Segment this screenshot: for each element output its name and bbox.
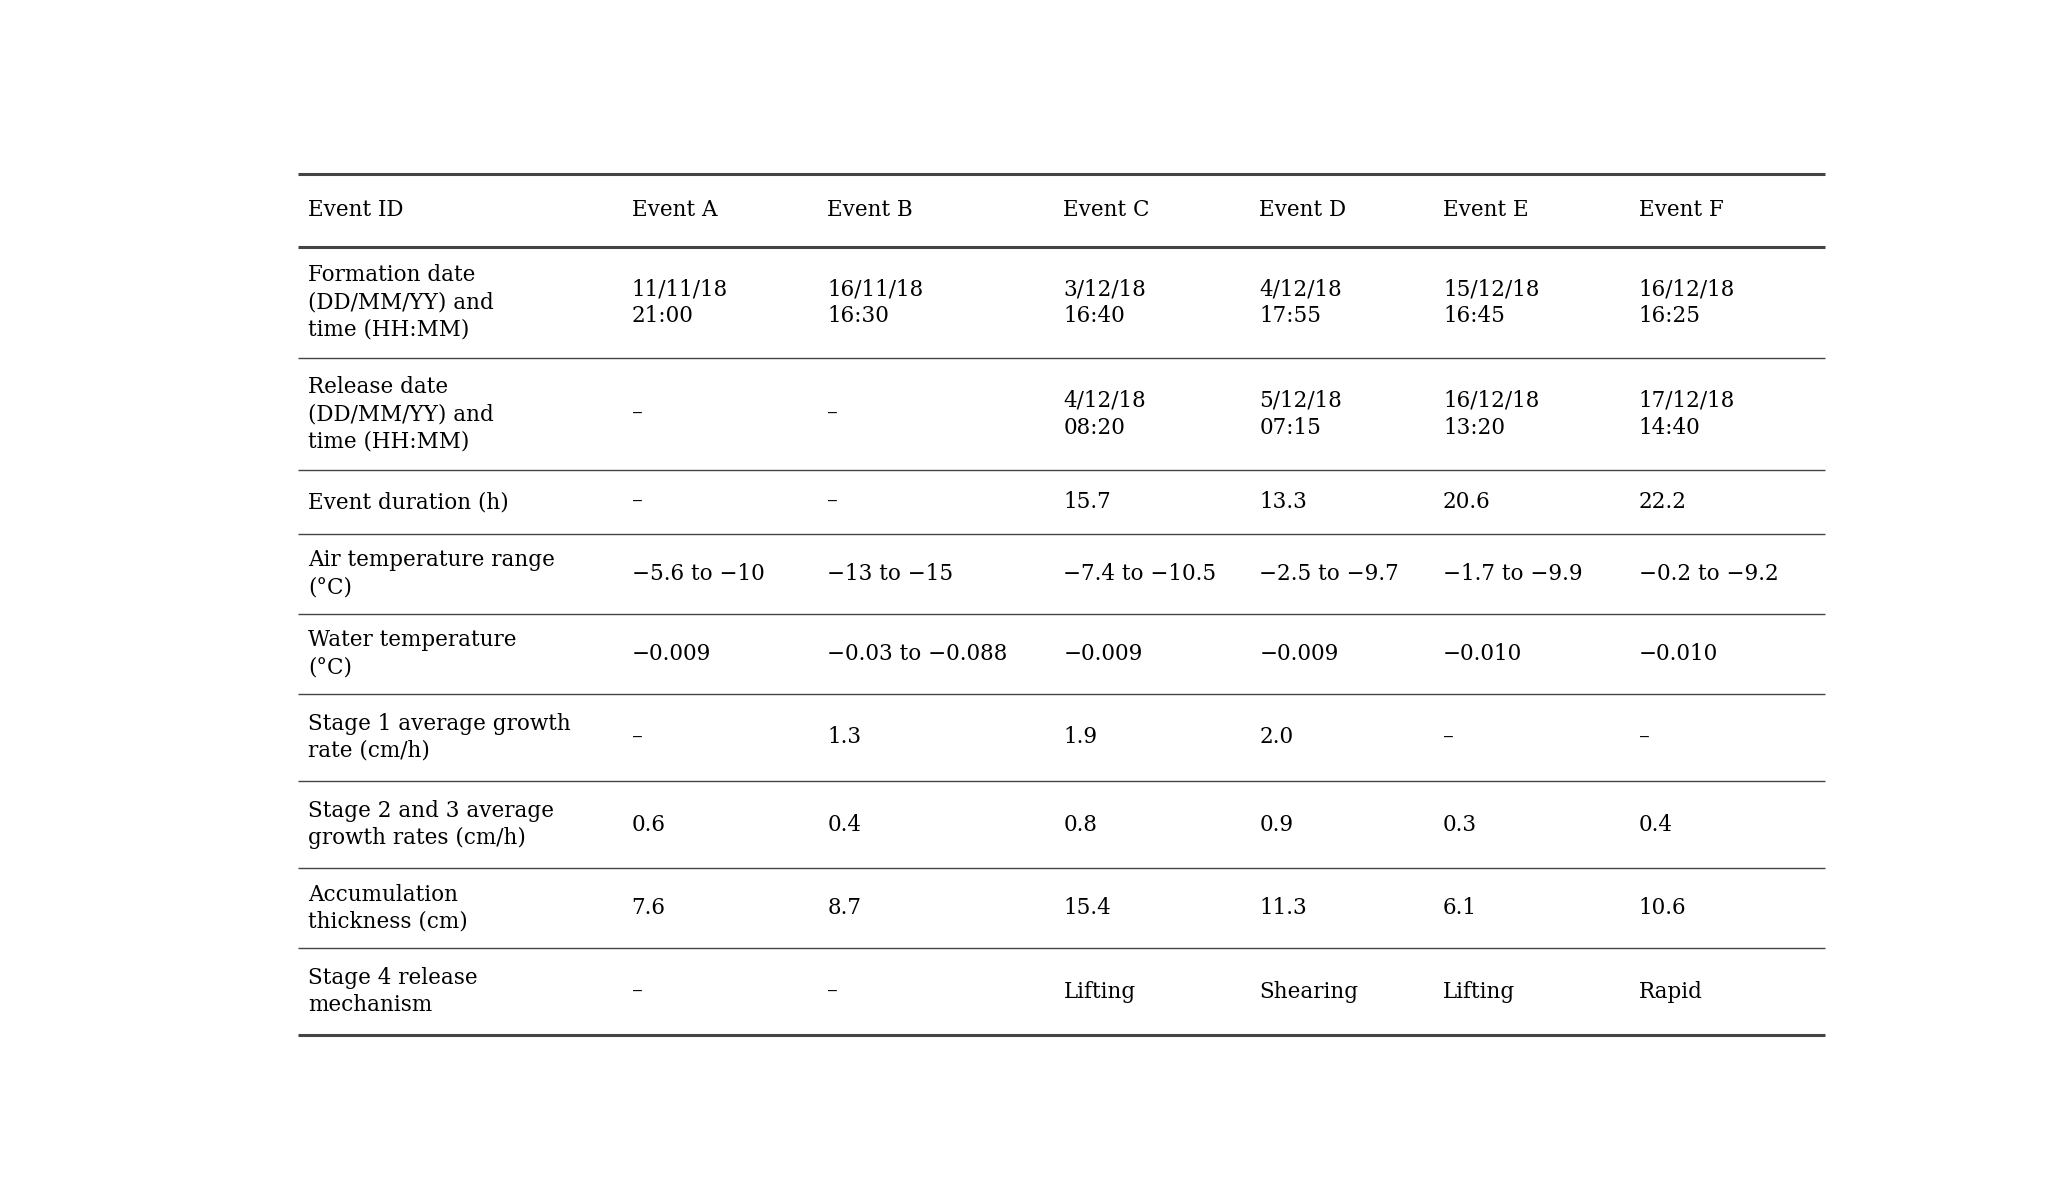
Text: Event ID: Event ID bbox=[308, 199, 403, 222]
Text: Stage 4 release
mechanism: Stage 4 release mechanism bbox=[308, 968, 477, 1016]
Text: 22.2: 22.2 bbox=[1639, 491, 1687, 514]
Text: −0.010: −0.010 bbox=[1639, 643, 1718, 665]
Text: 0.6: 0.6 bbox=[633, 814, 666, 836]
Text: –: – bbox=[633, 491, 643, 514]
Text: 4/12/18
17:55: 4/12/18 17:55 bbox=[1259, 278, 1341, 327]
Text: –: – bbox=[1639, 726, 1649, 748]
Text: 20.6: 20.6 bbox=[1443, 491, 1490, 514]
Text: 15.4: 15.4 bbox=[1065, 898, 1112, 919]
Text: −7.4 to −10.5: −7.4 to −10.5 bbox=[1065, 563, 1217, 585]
Text: 16/12/18
13:20: 16/12/18 13:20 bbox=[1443, 390, 1540, 439]
Text: 1.3: 1.3 bbox=[827, 726, 862, 748]
Text: 13.3: 13.3 bbox=[1259, 491, 1306, 514]
Text: Air temperature range
(°C): Air temperature range (°C) bbox=[308, 549, 554, 599]
Text: Stage 1 average growth
rate (cm/h): Stage 1 average growth rate (cm/h) bbox=[308, 713, 570, 761]
Text: –: – bbox=[827, 403, 839, 426]
Text: −0.009: −0.009 bbox=[1065, 643, 1143, 665]
Text: −0.03 to −0.088: −0.03 to −0.088 bbox=[827, 643, 1009, 665]
Text: −0.009: −0.009 bbox=[1259, 643, 1339, 665]
Text: 15.7: 15.7 bbox=[1065, 491, 1112, 514]
Text: –: – bbox=[633, 403, 643, 426]
Text: 16/11/18
16:30: 16/11/18 16:30 bbox=[827, 278, 924, 327]
Text: Water temperature
(°C): Water temperature (°C) bbox=[308, 630, 517, 678]
Text: 0.4: 0.4 bbox=[1639, 814, 1672, 836]
Text: 8.7: 8.7 bbox=[827, 898, 862, 919]
Text: Event B: Event B bbox=[827, 199, 914, 222]
Text: 6.1: 6.1 bbox=[1443, 898, 1478, 919]
Text: 0.8: 0.8 bbox=[1065, 814, 1098, 836]
Text: Lifting: Lifting bbox=[1443, 981, 1515, 1003]
Text: Event F: Event F bbox=[1639, 199, 1724, 222]
Text: –: – bbox=[633, 726, 643, 748]
Text: 4/12/18
08:20: 4/12/18 08:20 bbox=[1065, 390, 1147, 439]
Text: 1.9: 1.9 bbox=[1065, 726, 1098, 748]
Text: −0.009: −0.009 bbox=[633, 643, 711, 665]
Text: Release date
(DD/MM/YY) and
time (HH:MM): Release date (DD/MM/YY) and time (HH:MM) bbox=[308, 376, 494, 452]
Text: –: – bbox=[827, 491, 839, 514]
Text: 11.3: 11.3 bbox=[1259, 898, 1306, 919]
Text: Accumulation
thickness (cm): Accumulation thickness (cm) bbox=[308, 884, 467, 933]
Text: 7.6: 7.6 bbox=[633, 898, 666, 919]
Text: Event duration (h): Event duration (h) bbox=[308, 491, 508, 514]
Text: 17/12/18
14:40: 17/12/18 14:40 bbox=[1639, 390, 1734, 439]
Text: −2.5 to −9.7: −2.5 to −9.7 bbox=[1259, 563, 1399, 585]
Text: Stage 2 and 3 average
growth rates (cm/h): Stage 2 and 3 average growth rates (cm/h… bbox=[308, 801, 554, 849]
Text: Event C: Event C bbox=[1065, 199, 1149, 222]
Text: 0.3: 0.3 bbox=[1443, 814, 1478, 836]
Text: 10.6: 10.6 bbox=[1639, 898, 1687, 919]
Text: 0.9: 0.9 bbox=[1259, 814, 1294, 836]
Text: −0.2 to −9.2: −0.2 to −9.2 bbox=[1639, 563, 1778, 585]
Text: 5/12/18
07:15: 5/12/18 07:15 bbox=[1259, 390, 1341, 439]
Text: 15/12/18
16:45: 15/12/18 16:45 bbox=[1443, 278, 1540, 327]
Text: –: – bbox=[827, 981, 839, 1003]
Text: Event A: Event A bbox=[633, 199, 717, 222]
Text: −13 to −15: −13 to −15 bbox=[827, 563, 953, 585]
Text: Event E: Event E bbox=[1443, 199, 1530, 222]
Text: −5.6 to −10: −5.6 to −10 bbox=[633, 563, 765, 585]
Text: Lifting: Lifting bbox=[1065, 981, 1135, 1003]
Text: Event D: Event D bbox=[1259, 199, 1346, 222]
Text: 11/11/18
21:00: 11/11/18 21:00 bbox=[633, 278, 728, 327]
Text: 2.0: 2.0 bbox=[1259, 726, 1294, 748]
Text: 0.4: 0.4 bbox=[827, 814, 862, 836]
Text: 3/12/18
16:40: 3/12/18 16:40 bbox=[1065, 278, 1147, 327]
Text: −1.7 to −9.9: −1.7 to −9.9 bbox=[1443, 563, 1583, 585]
Text: –: – bbox=[633, 981, 643, 1003]
Text: 16/12/18
16:25: 16/12/18 16:25 bbox=[1639, 278, 1734, 327]
Text: −0.010: −0.010 bbox=[1443, 643, 1521, 665]
Text: Formation date
(DD/MM/YY) and
time (HH:MM): Formation date (DD/MM/YY) and time (HH:M… bbox=[308, 264, 494, 340]
Text: –: – bbox=[1443, 726, 1453, 748]
Text: Rapid: Rapid bbox=[1639, 981, 1703, 1003]
Text: Shearing: Shearing bbox=[1259, 981, 1358, 1003]
